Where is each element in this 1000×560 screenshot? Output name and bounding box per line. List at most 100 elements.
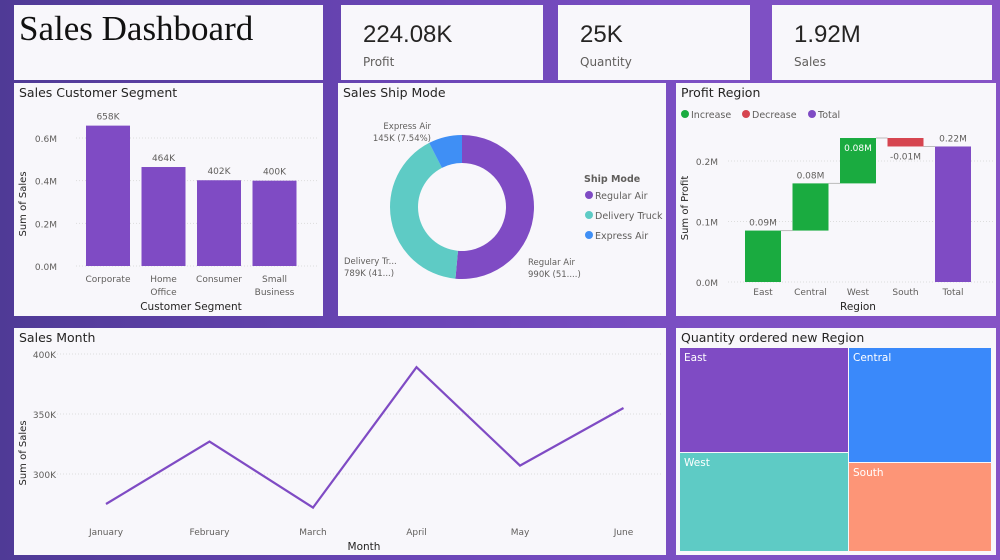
legend-item: Regular Air: [595, 191, 648, 202]
kpi-card-quantity: 25K Quantity: [558, 5, 750, 80]
treemap-tile-central[interactable]: Central: [848, 347, 992, 463]
kpi-label: Profit: [363, 55, 395, 69]
y-tick-label: 0.0M: [696, 279, 718, 289]
kpi-card-profit: 224.08K Profit: [341, 5, 543, 80]
legend-item: Delivery Truck: [595, 211, 663, 222]
x-axis-title: Region: [840, 301, 876, 313]
y-axis-title: Sum of Sales: [18, 171, 29, 236]
kpi-value: 224.08K: [363, 21, 453, 48]
sales-month-chart[interactable]: Sales Month 300K 350K 400K Sum of Sales Janu…: [14, 328, 666, 555]
waterfall-bar: [935, 146, 971, 282]
x-tick-label: June: [613, 528, 634, 538]
y-tick-label: 0.2M: [696, 158, 718, 168]
data-label: 0.08M: [844, 144, 872, 154]
x-tick-label: Central: [794, 288, 827, 298]
x-tick-label: Total: [941, 288, 963, 298]
y-tick-label: 0.6M: [35, 135, 57, 145]
data-label: 464K: [152, 154, 176, 164]
kpi-card-sales: 1.92M Sales: [772, 5, 992, 80]
legend-title: Ship Mode: [584, 174, 640, 185]
x-tick-label: January: [88, 528, 124, 538]
x-tick-label: West: [847, 288, 870, 298]
x-axis-title: Customer Segment: [140, 301, 242, 313]
x-tick-label: Home: [150, 275, 177, 285]
x-tick-label: Small: [262, 275, 287, 285]
x-tick-label: May: [511, 528, 530, 538]
data-label: 0.22M: [939, 134, 967, 144]
legend-marker: [585, 231, 593, 239]
legend-marker: [585, 211, 593, 219]
bar: [86, 125, 130, 266]
legend-marker: [742, 110, 750, 118]
donut-slice: [429, 135, 462, 168]
donut-slice: [455, 135, 535, 279]
legend-marker: [808, 110, 816, 118]
legend-marker: [585, 191, 593, 199]
data-label: 658K: [96, 113, 120, 123]
sales-ship-mode-chart[interactable]: Sales Ship Mode Regular Air 990K (51....)…: [338, 83, 666, 316]
page-title: Sales Dashboard: [19, 9, 254, 48]
y-tick-label: 0.1M: [696, 219, 718, 229]
legend-marker: [681, 110, 689, 118]
legend-item: Express Air: [595, 231, 648, 242]
sales-customer-segment-chart[interactable]: Sales Customer Segment 0.0M 0.2M 0.4M 0.6M S…: [14, 83, 323, 316]
waterfall-bar: [887, 138, 924, 147]
donut-chart-svg: Regular Air 990K (51....) Delivery Tr... 78…: [344, 122, 663, 280]
bar: [197, 180, 241, 266]
chart-title: Sales Month: [19, 330, 96, 345]
data-label-value: 145K (7.54%): [373, 134, 431, 144]
kpi-label: Quantity: [580, 55, 632, 69]
bar: [141, 167, 186, 266]
data-label: 400K: [263, 168, 287, 178]
data-label-value: 789K (41...): [344, 269, 394, 279]
x-tick-label: April: [406, 528, 427, 538]
donut-slice: [390, 142, 458, 279]
data-label-name: Express Air: [383, 122, 431, 132]
chart-title: Sales Ship Mode: [343, 85, 446, 100]
waterfall-bar: [840, 138, 876, 184]
waterfall-bar: [792, 183, 829, 231]
chart-title: Sales Customer Segment: [19, 85, 178, 100]
data-label: 0.08M: [797, 171, 825, 181]
data-label-name: Regular Air: [528, 258, 575, 268]
line-chart-svg: 300K 350K 400K Sum of Sales January February M…: [18, 351, 662, 553]
legend-item: Decrease: [752, 110, 797, 121]
y-tick-label: 300K: [33, 471, 57, 481]
y-tick-label: 0.0M: [35, 263, 57, 273]
legend-item: Total: [817, 110, 840, 121]
treemap-tile-west[interactable]: West: [679, 452, 849, 552]
x-tick-label: East: [753, 288, 773, 298]
y-tick-label: 0.4M: [35, 178, 57, 188]
x-axis-title: Month: [348, 541, 381, 553]
kpi-value: 25K: [580, 21, 623, 48]
data-label: 0.09M: [749, 219, 777, 229]
x-tick-label: February: [190, 528, 231, 538]
y-axis-title: Sum of Sales: [18, 420, 29, 485]
chart-title: Quantity ordered new Region: [681, 330, 865, 345]
kpi-label: Sales: [794, 55, 826, 69]
treemap-tile-south[interactable]: South: [848, 462, 992, 552]
kpi-value: 1.92M: [794, 21, 861, 48]
bar: [252, 180, 297, 266]
x-tick-label: March: [299, 528, 326, 538]
data-label: -0.01M: [890, 152, 921, 162]
waterfall-bar: [745, 230, 781, 282]
y-axis-title: Sum of Profit: [680, 176, 691, 241]
bar-chart-svg: 0.0M 0.2M 0.4M 0.6M Sum of Sales 658K Corporat…: [18, 113, 319, 313]
x-tick-label: Corporate: [86, 275, 131, 285]
data-label-value: 990K (51....): [528, 270, 581, 280]
treemap-tile-east[interactable]: East: [679, 347, 849, 453]
legend-item: Increase: [691, 110, 731, 121]
y-tick-label: 350K: [33, 411, 57, 421]
data-label-name: Delivery Tr...: [344, 257, 397, 267]
waterfall-chart-svg: Increase Decrease Total 0.0M 0.1M 0.2M Sum of …: [680, 110, 994, 313]
x-tick-label: Office: [150, 288, 177, 298]
data-label: 402K: [207, 167, 231, 177]
quantity-region-treemap[interactable]: Quantity ordered new Region East Central…: [676, 328, 996, 555]
profit-region-chart[interactable]: Profit Region Increase Decrease Total 0.0M 0…: [676, 83, 996, 316]
x-tick-label: Consumer: [196, 275, 242, 285]
sales-line: [105, 365, 625, 510]
title-card: Sales Dashboard: [14, 5, 323, 80]
y-tick-label: 0.2M: [35, 220, 57, 230]
x-tick-label: South: [892, 288, 918, 298]
